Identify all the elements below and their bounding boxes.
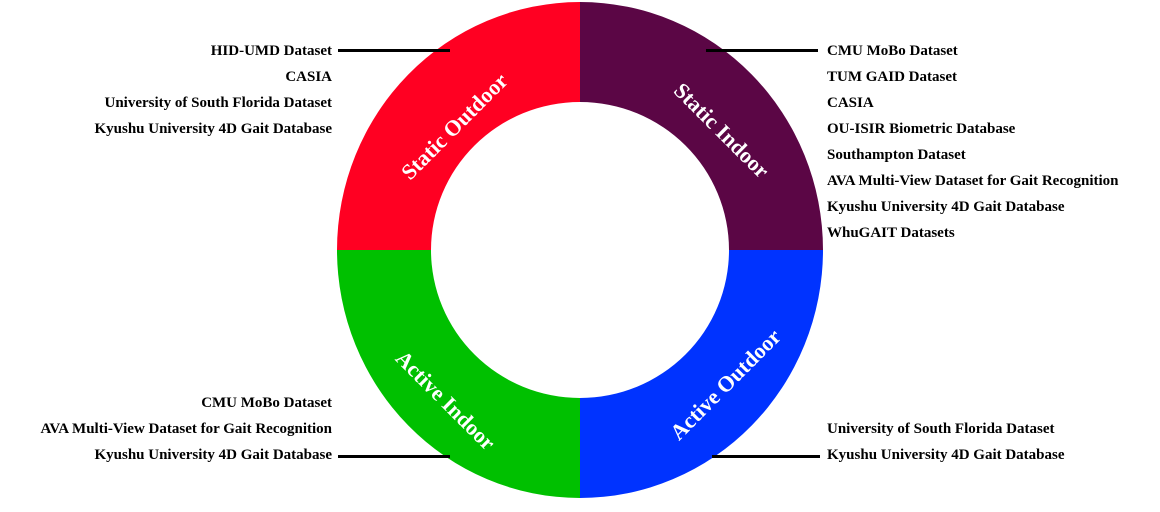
segment-static-outdoor — [337, 2, 580, 250]
leader-line-static-indoor — [706, 49, 818, 52]
list-item: Kyushu University 4D Gait Database — [94, 121, 332, 137]
list-item: Kyushu University 4D Gait Database — [94, 447, 332, 463]
segment-static-indoor — [580, 2, 823, 250]
list-item: Kyushu University 4D Gait Database — [827, 199, 1065, 215]
list-active-indoor: CMU MoBo Dataset AVA Multi-View Dataset … — [40, 390, 332, 468]
list-item: CMU MoBo Dataset — [201, 395, 332, 411]
segment-active-indoor — [337, 250, 580, 498]
list-item: CASIA — [827, 95, 874, 111]
list-item: Kyushu University 4D Gait Database — [827, 447, 1065, 463]
list-active-outdoor: University of South Florida Dataset Kyus… — [827, 416, 1065, 468]
list-static-outdoor: HID-UMD Dataset CASIA University of Sout… — [94, 38, 332, 142]
list-item: CMU MoBo Dataset — [827, 43, 958, 59]
leader-line-static-outdoor — [338, 49, 450, 52]
list-item: CASIA — [285, 69, 332, 85]
list-item: OU-ISIR Biometric Database — [827, 121, 1016, 137]
list-item: Southampton Dataset — [827, 147, 966, 163]
list-item: University of South Florida Dataset — [104, 95, 333, 111]
list-item: TUM GAID Dataset — [827, 69, 957, 85]
leader-line-active-outdoor — [712, 455, 820, 458]
leader-line-active-indoor — [338, 455, 450, 458]
list-item: HID-UMD Dataset — [210, 43, 332, 59]
segment-active-outdoor — [580, 250, 823, 498]
list-item: University of South Florida Dataset — [827, 421, 1055, 437]
list-static-indoor: CMU MoBo Dataset TUM GAID Dataset CASIA … — [827, 38, 1119, 246]
list-item: WhuGAIT Datasets — [827, 225, 955, 241]
list-item: AVA Multi-View Dataset for Gait Recognit… — [40, 421, 332, 437]
list-item: AVA Multi-View Dataset for Gait Recognit… — [827, 173, 1119, 189]
